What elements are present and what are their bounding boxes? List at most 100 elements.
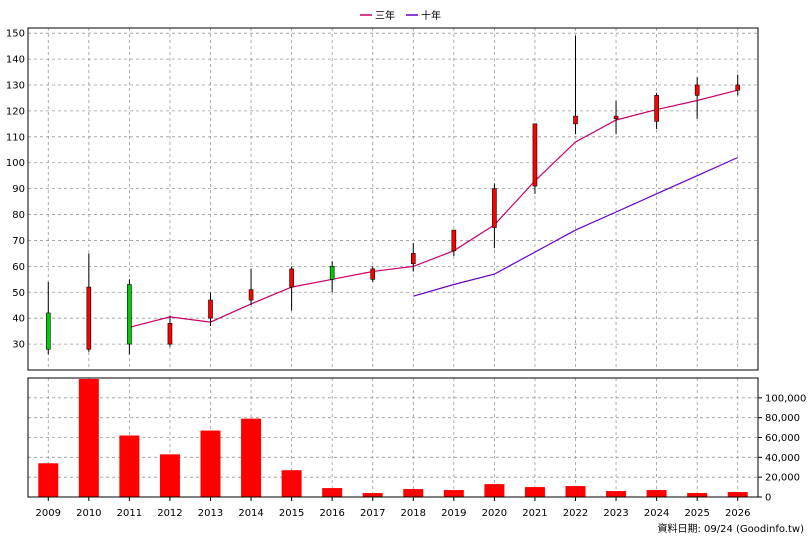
legend-ma10-label: 十年 xyxy=(421,9,441,22)
candle-2012 xyxy=(167,315,173,347)
x-tick-label: 2026 xyxy=(725,508,750,519)
candle-2022 xyxy=(573,35,578,135)
volume-tick-label: 0 xyxy=(765,493,771,504)
candle-2021 xyxy=(532,123,538,194)
candles xyxy=(45,35,741,355)
candle-body xyxy=(451,229,457,252)
candle-body xyxy=(45,312,51,350)
volume-bar-2024 xyxy=(646,490,667,497)
candle-2015 xyxy=(289,266,294,311)
x-axis: 2009 2010 2011 2012 2013 2014 2015 2016 2017 2018… xyxy=(36,497,750,519)
x-tick-label: 2023 xyxy=(603,508,628,519)
candle-2013 xyxy=(208,292,213,326)
candle-body xyxy=(127,284,132,345)
price-tick-label: 120 xyxy=(6,106,25,117)
candle-2024 xyxy=(654,92,659,130)
candle-2018 xyxy=(410,243,416,272)
price-tick-label: 40 xyxy=(12,314,25,325)
candle-body xyxy=(370,268,376,280)
candle-2020 xyxy=(492,183,497,249)
candle-body xyxy=(167,323,173,345)
legend-ma3-label: 三年 xyxy=(375,9,395,22)
x-tick-label: 2024 xyxy=(644,508,669,519)
volume-bar-2014 xyxy=(241,418,262,497)
candle-2011 xyxy=(127,279,132,355)
x-tick-label: 2013 xyxy=(198,508,223,519)
volume-plot-frame xyxy=(27,377,759,498)
candle-body xyxy=(573,115,578,125)
candle-2019 xyxy=(451,229,457,256)
x-tick-label: 2020 xyxy=(482,508,507,519)
candle-2014 xyxy=(248,268,254,306)
price-tick-label: 130 xyxy=(6,81,25,92)
price-tick-label: 140 xyxy=(6,55,25,66)
data-date-footnote: 資料日期: 09/24 (Goodinfo.tw) xyxy=(657,522,804,535)
volume-bar-2023 xyxy=(606,491,627,497)
candle-2025 xyxy=(694,77,700,119)
candle-2010 xyxy=(86,253,92,352)
candle-body xyxy=(694,84,700,96)
x-tick-label: 2025 xyxy=(684,508,709,519)
price-tick-label: 60 xyxy=(12,262,25,273)
volume-bar-2020 xyxy=(484,484,505,497)
volume-bar-2017 xyxy=(362,493,383,497)
candle-2016 xyxy=(329,261,335,293)
price-tick-label: 70 xyxy=(12,236,25,247)
price-panel: 30 40 50 60 70 80 90 100 110 120 130 140 150 xyxy=(6,27,759,371)
x-tick-label: 2009 xyxy=(36,508,61,519)
volume-tick-label: 40,000 xyxy=(765,453,800,464)
volume-tick-label: 20,000 xyxy=(765,473,800,484)
price-grid xyxy=(28,28,758,370)
ma10-line xyxy=(413,156,738,297)
price-plot-frame xyxy=(27,27,759,371)
volume-bar-2019 xyxy=(443,490,464,497)
volume-bar-2016 xyxy=(322,488,343,497)
ma3-series xyxy=(129,89,738,328)
candle-body xyxy=(248,289,254,301)
volume-bar-2026 xyxy=(727,492,748,497)
candle-2009 xyxy=(45,281,51,355)
candle-body xyxy=(289,268,294,288)
candle-body xyxy=(735,84,741,91)
volume-bar-2012 xyxy=(159,454,180,497)
volume-bar-2013 xyxy=(200,430,221,497)
candle-body xyxy=(532,123,538,187)
ma3-line xyxy=(129,89,738,328)
volume-tick-label: 60,000 xyxy=(765,433,800,444)
candle-2017 xyxy=(370,266,376,282)
volume-grid xyxy=(28,378,758,498)
volume-bar-2022 xyxy=(565,486,586,497)
volume-bar-2018 xyxy=(403,489,424,497)
x-tick-label: 2011 xyxy=(117,508,142,519)
volume-y-axis: 0 20,000 40,000 60,000 80,000 100,000 xyxy=(758,393,806,504)
x-tick-label: 2016 xyxy=(319,508,344,519)
price-tick-label: 150 xyxy=(6,29,25,40)
legend: 三年 十年 xyxy=(360,9,441,22)
price-tick-label: 30 xyxy=(12,340,25,351)
x-tick-label: 2010 xyxy=(76,508,101,519)
x-tick-label: 2018 xyxy=(401,508,426,519)
x-tick-label: 2017 xyxy=(360,508,385,519)
candle-body xyxy=(410,253,416,265)
x-tick-label: 2015 xyxy=(279,508,304,519)
price-tick-label: 90 xyxy=(12,184,25,195)
volume-bar-2011 xyxy=(119,435,140,497)
price-y-axis: 30 40 50 60 70 80 90 100 110 120 130 140 150 xyxy=(6,29,25,351)
x-tick-label: 2014 xyxy=(238,508,263,519)
candle-body xyxy=(329,266,335,280)
candle-body xyxy=(654,95,659,122)
candle-body xyxy=(208,299,213,319)
volume-panel: 0 20,000 40,000 60,000 80,000 100,000 xyxy=(27,377,806,504)
x-tick-label: 2021 xyxy=(522,508,547,519)
candle-body xyxy=(613,115,619,119)
volume-tick-label: 80,000 xyxy=(765,413,800,424)
volume-bars xyxy=(38,379,748,497)
ma10-series xyxy=(413,156,738,297)
volume-bar-2010 xyxy=(78,379,99,497)
price-tick-label: 100 xyxy=(6,158,25,169)
price-tick-label: 50 xyxy=(12,288,25,299)
volume-bar-2025 xyxy=(687,493,708,497)
volume-bar-2015 xyxy=(281,470,302,497)
price-tick-label: 110 xyxy=(6,132,25,143)
candle-2026 xyxy=(735,74,741,96)
